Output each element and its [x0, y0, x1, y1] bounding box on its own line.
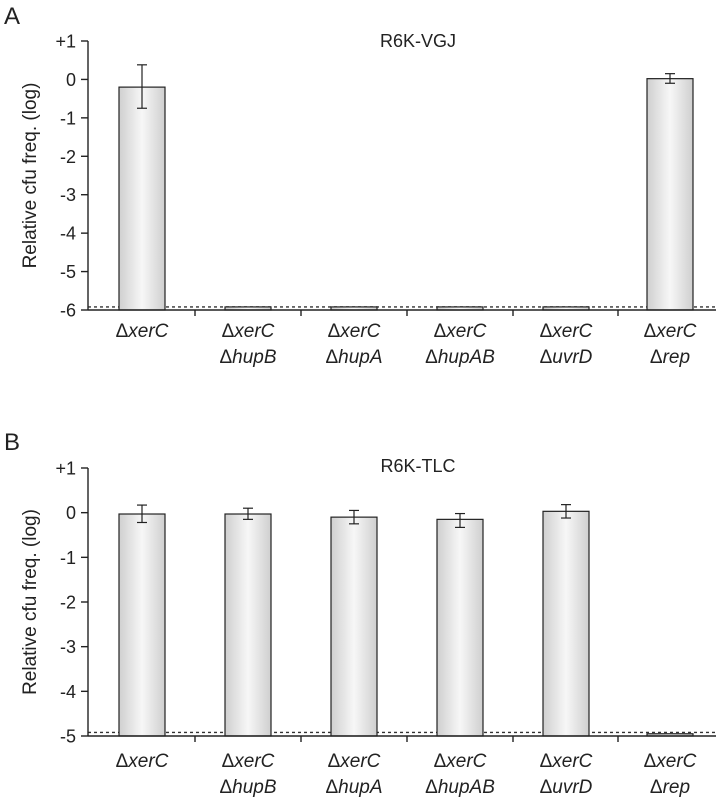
- x-tick-label: ΔxerC: [116, 321, 169, 342]
- panel-label: A: [4, 3, 20, 30]
- x-tick-label: ΔxerC: [116, 751, 169, 772]
- panel-b: B R6K-TLC Relative cfu freq. (log) +1 0 -1 -2 -…: [4, 429, 716, 798]
- bar: [436, 518, 484, 737]
- y-tick-label: -1: [60, 108, 76, 128]
- y-tick-label: -5: [60, 727, 76, 747]
- x-tick-label: ΔhupA: [325, 347, 382, 368]
- x-tick-label: Δrep: [650, 347, 690, 368]
- y-tick-label: -4: [60, 682, 76, 702]
- x-tick-label: ΔxerC: [540, 751, 593, 772]
- x-tick-label: ΔhupB: [219, 347, 276, 368]
- y-axis-label: Relative cfu freq. (log): [20, 83, 41, 269]
- x-tick-label: ΔxerC: [222, 321, 275, 342]
- x-tick-label: ΔxerC: [328, 751, 381, 772]
- y-tick-label: +1: [55, 459, 76, 479]
- x-tick-label: Δrep: [650, 777, 690, 798]
- chart-title: R6K-TLC: [380, 456, 455, 476]
- y-axis-label: Relative cfu freq. (log): [20, 509, 41, 695]
- x-tick-label: ΔxerC: [434, 321, 487, 342]
- y-tick-label: 0: [66, 503, 76, 523]
- x-tick-label: ΔxerC: [644, 321, 697, 342]
- y-tick-label: -3: [60, 637, 76, 657]
- x-tick-label: ΔhupAB: [425, 347, 495, 368]
- y-tick-label: -2: [60, 147, 76, 167]
- y-tick-label: -4: [60, 224, 76, 244]
- bar: [542, 510, 590, 737]
- y-tick-label: -6: [60, 301, 76, 321]
- bar: [224, 513, 272, 737]
- y-tick-label: 0: [66, 70, 76, 90]
- bar: [330, 516, 378, 737]
- chart-title: R6K-VGJ: [380, 31, 456, 51]
- bar: [118, 513, 166, 737]
- x-tick-label: ΔxerC: [222, 751, 275, 772]
- panel-label: B: [4, 429, 20, 456]
- y-tick-label: +1: [55, 32, 76, 52]
- x-tick-label: ΔxerC: [434, 751, 487, 772]
- x-tick-label: ΔhupA: [325, 777, 382, 798]
- bar: [646, 78, 694, 311]
- panel-a: A R6K-VGJ Relative cfu freq. (log) +1 0 -1 -2 -…: [4, 3, 716, 368]
- x-tick-label: ΔxerC: [540, 321, 593, 342]
- y-tick-label: -3: [60, 185, 76, 205]
- x-tick-label: ΔhupAB: [425, 777, 495, 798]
- y-tick-label: -5: [60, 262, 76, 282]
- x-tick-label: ΔxerC: [328, 321, 381, 342]
- x-tick-label: ΔhupB: [219, 777, 276, 798]
- y-tick-label: -2: [60, 593, 76, 613]
- x-tick-label: ΔuvrD: [540, 777, 593, 798]
- bar: [118, 86, 166, 311]
- y-tick-label: -1: [60, 548, 76, 568]
- x-tick-label: ΔxerC: [644, 751, 697, 772]
- x-tick-label: ΔuvrD: [540, 347, 593, 368]
